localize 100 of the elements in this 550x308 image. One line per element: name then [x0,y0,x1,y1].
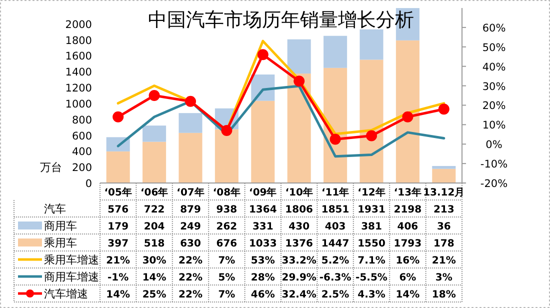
y2-tick-label: 10% [482,120,506,132]
data-label: 204 [144,222,165,232]
legend-label: 商用车增速 [44,270,99,284]
point [221,125,232,136]
bar [178,113,202,133]
y2-tick-label: 50% [482,42,506,54]
y-axis-title: 万台 [40,161,62,174]
bar [324,36,348,68]
data-label: 5.2% [321,256,350,266]
point [148,90,160,101]
data-label: 7% [218,290,236,300]
bar [396,40,420,183]
data-label: 406 [397,222,418,232]
data-label: 14% [142,272,166,284]
data-label: 331 [252,222,274,232]
bar [432,168,456,183]
data-label: 1033 [248,238,277,250]
data-label: 262 [216,222,238,232]
text: 汽车 [44,202,66,216]
x-tick-label: ‘09年 [249,186,277,198]
bar [360,60,384,183]
bar [178,132,202,183]
data-label: 3% [435,272,452,284]
total-label: 213 [433,204,454,216]
y2-tick-label: 60% [482,22,506,34]
data-label: 403 [324,222,346,232]
data-label: 22% [178,272,202,284]
chart-title: 中国汽车市场历年销量增长分析 [148,9,414,31]
data-label: 430 [288,222,310,232]
data-label: 1376 [285,238,314,250]
point [257,49,268,60]
x-tick-label: ‘08年 [212,186,241,198]
bar [214,129,238,183]
y-tick-label: 1800 [65,34,92,47]
y2-tick-label: 40% [482,61,506,74]
bar [432,166,456,169]
legend-label: 商用车 [44,220,77,232]
total-label: 576 [108,204,129,216]
data-label: 179 [108,222,129,232]
data-label: 7.1% [358,256,386,266]
y2-tick-label: -10% [480,158,508,171]
data-label: 32.4% [282,290,316,300]
legend-label: 乘用车增速 [44,254,99,266]
y-tick-label: 1600 [65,50,92,63]
y-tick-label: 1200 [65,82,92,95]
x-tick-label: ‘05年 [104,186,132,198]
data-label: 14% [106,290,130,300]
data-label: 16% [396,256,420,266]
point [402,111,414,122]
point [366,130,377,142]
total-label: 1851 [321,204,350,216]
y2-tick-label: 20% [482,100,506,112]
data-label: 7% [218,256,236,266]
y-tick-label: 200 [72,162,92,174]
data-label: 1550 [358,238,386,250]
x-tick-label: ‘06年 [140,186,168,198]
total-label: 1364 [248,204,277,216]
bar [360,29,384,60]
data-label: 22% [178,256,202,266]
total-label: 1806 [285,204,314,216]
data-label: 1793 [394,238,422,250]
total-label: 2198 [394,204,422,216]
point [185,96,196,107]
data-label: 2.5% [321,290,350,300]
y2-tick-label: -20% [480,178,508,190]
x-tick-label: ‘12年 [358,186,386,198]
y-tick-label: 800 [72,114,92,126]
data-label: 676 [216,238,238,250]
point [112,111,124,122]
data-label: 249 [180,222,201,232]
data-label: 178 [433,238,454,250]
y-tick-label: 600 [72,130,92,142]
bar [251,100,275,183]
y-tick-label: 2000 [65,18,92,31]
data-label: 53% [250,256,275,266]
data-label: 518 [144,238,165,250]
total-label: 879 [180,204,201,216]
y-tick-label: 1400 [65,66,92,79]
data-label: -1% [108,272,129,284]
data-label: 28% [250,272,275,284]
data-label: 33.2% [282,256,316,266]
data-label: 30% [142,256,166,266]
bar [142,126,166,142]
total-label: 722 [144,204,165,216]
data-label: 22% [178,290,202,300]
data-label: 4.3% [358,290,386,300]
x-tick-label: ‘13年 [394,186,422,198]
total-label: 1931 [358,204,386,216]
point [294,76,305,87]
data-label: 21% [106,256,130,266]
bar [287,39,311,74]
y2-tick-label: 0% [486,139,502,152]
data-label: 46% [250,290,275,300]
data-label: 18% [432,290,456,300]
legend-label: 乘用车 [44,236,77,250]
data-label: 36 [436,222,451,232]
point [438,104,450,115]
data-label: 25% [142,290,166,300]
point [330,134,341,145]
data-label: 397 [108,238,129,250]
